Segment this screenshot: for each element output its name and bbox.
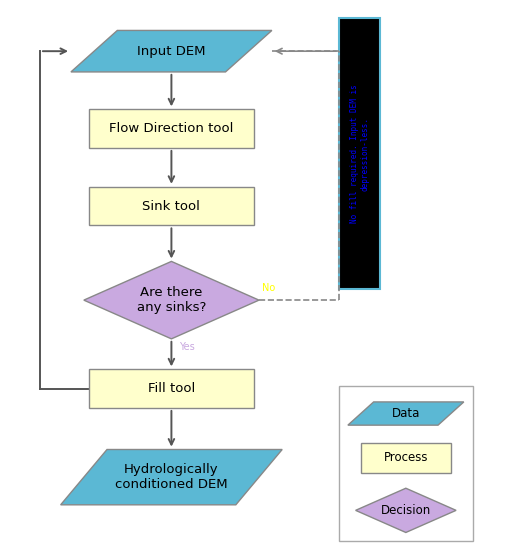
Polygon shape [348,402,464,425]
FancyBboxPatch shape [89,110,254,148]
Text: Data: Data [392,407,420,420]
FancyBboxPatch shape [89,187,254,225]
Text: No fill required. Input DEM is
depression-less.: No fill required. Input DEM is depressio… [350,84,369,223]
Text: Hydrologically
conditioned DEM: Hydrologically conditioned DEM [115,463,228,491]
FancyBboxPatch shape [89,369,254,408]
Text: Decision: Decision [381,504,431,517]
Text: Flow Direction tool: Flow Direction tool [109,122,234,135]
Polygon shape [84,261,259,339]
Text: Input DEM: Input DEM [137,44,206,58]
Polygon shape [71,31,272,72]
FancyBboxPatch shape [339,386,473,541]
Text: Process: Process [384,451,428,464]
Polygon shape [355,488,456,533]
Text: Yes: Yes [179,342,195,352]
Text: Sink tool: Sink tool [142,200,200,212]
FancyBboxPatch shape [361,443,451,473]
Text: Fill tool: Fill tool [148,382,195,395]
FancyBboxPatch shape [339,18,380,289]
Text: Are there
any sinks?: Are there any sinks? [137,286,206,314]
Text: No: No [262,284,275,294]
Polygon shape [61,449,282,505]
